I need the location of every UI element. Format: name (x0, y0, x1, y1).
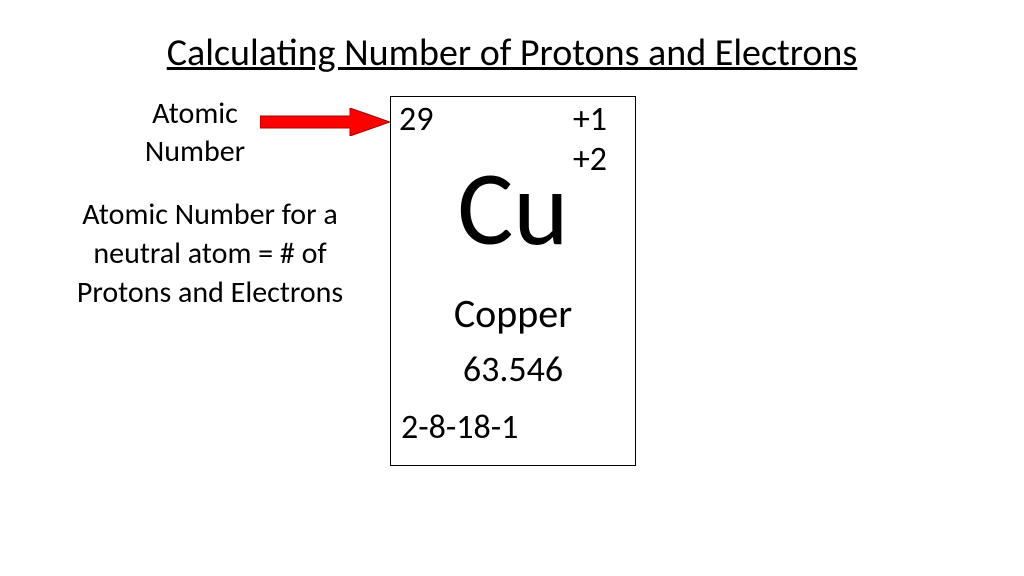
element-symbol: Cu (391, 157, 635, 262)
electron-config: 2-8-18-1 (401, 407, 518, 448)
element-name: Copper (391, 289, 635, 338)
atomic-mass: 63.546 (391, 347, 635, 391)
oxidation-state-1: +1 (573, 99, 607, 140)
page-title: Calculating Number of Protons and Electr… (0, 30, 1024, 76)
atomic-number-label: Atomic Number (115, 95, 275, 170)
atomic-number-value: 29 (399, 99, 433, 140)
element-tile: 29 +1 +2 Cu Copper 63.546 2-8-18-1 (390, 96, 636, 466)
explanation-text: Atomic Number for a neutral atom = # of … (45, 195, 375, 312)
arrow-pointer (260, 108, 390, 136)
